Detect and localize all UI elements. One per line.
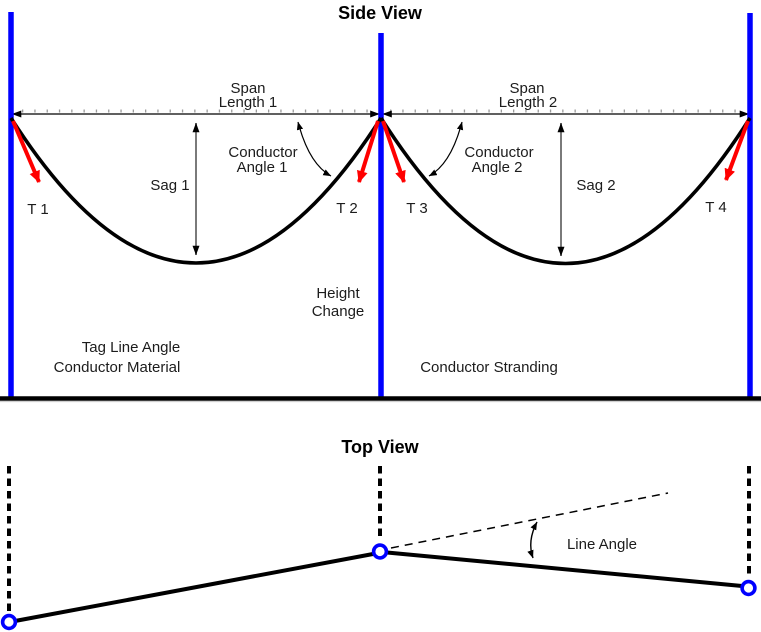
span1-extension-dashed: [390, 492, 669, 549]
tension-t3-label: T 3: [406, 200, 427, 217]
conductor-material-label: Conductor Material: [54, 359, 181, 376]
conductor-span2-curve: [379, 117, 752, 266]
tension-t2-arrow: [357, 120, 380, 183]
middle-pole-marker: [371, 543, 389, 560]
height-change-label-line1: Height: [316, 285, 360, 302]
tension-t4-arrow: [724, 120, 750, 181]
left-pole-marker: [0, 613, 18, 631]
route-span1-line: [14, 552, 374, 623]
conductor-angle2-arc: [428, 121, 464, 177]
conductor-angle2-label-line1: Conductor: [464, 144, 533, 161]
height-change-label-line2: Change: [312, 303, 365, 320]
tension-t4-label: T 4: [705, 199, 726, 216]
side-view-title: Side View: [338, 3, 423, 23]
tension-t1-arrow: [11, 120, 41, 183]
top-view-title: Top View: [341, 437, 419, 457]
line-angle-arc: [527, 521, 538, 559]
span1-label-line1: Span: [230, 80, 265, 97]
span2-label-line2: Length 2: [499, 94, 557, 111]
sag1-label: Sag 1: [150, 177, 189, 194]
line-angle-label: Line Angle: [567, 536, 637, 553]
conductor-angle1-label-line2: Angle 1: [237, 159, 288, 176]
tag-line-angle-label: Tag Line Angle: [82, 339, 180, 356]
conductor-span1-curve: [9, 117, 383, 265]
span1-label-line2: Length 1: [219, 94, 277, 111]
sag2-label: Sag 2: [576, 177, 615, 194]
span2-label-line1: Span: [509, 80, 544, 97]
route-span2-line: [386, 550, 743, 588]
right-pole-marker: [740, 579, 757, 597]
tension-t1-label: T 1: [27, 201, 48, 218]
conductor-angle1-arc: [296, 121, 332, 177]
tension-t2-label: T 2: [336, 200, 357, 217]
tension-t3-arrow: [381, 120, 406, 183]
conductor-stranding-label: Conductor Stranding: [420, 359, 558, 376]
conductor-angle2-label-line2: Angle 2: [472, 159, 523, 176]
conductor-angle1-label-line1: Conductor: [228, 144, 297, 161]
